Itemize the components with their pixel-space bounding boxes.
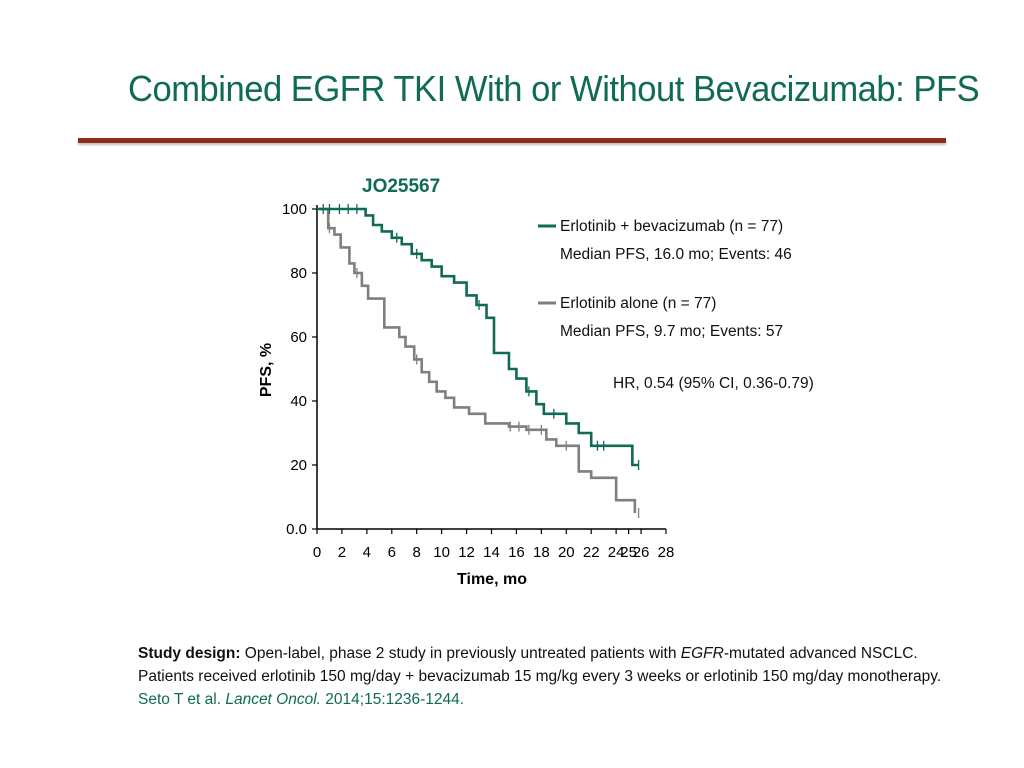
- y-tick-label: 40: [290, 393, 307, 410]
- y-tick-label: 60: [290, 329, 307, 346]
- x-tick-label: 28: [658, 544, 675, 561]
- study-design-egfr: EGFR: [680, 645, 724, 662]
- dosing-line: Patients received erlotinib 150 mg/day +…: [138, 668, 942, 685]
- x-tick-label: 10: [433, 544, 450, 561]
- legend-label-alone: Erlotinib alone (n = 77): [560, 295, 716, 312]
- study-design-text-a: Open-label, phase 2 study in previously …: [240, 645, 681, 662]
- x-tick-label: 8: [413, 544, 421, 561]
- citation: Seto T et al. Lancet Oncol. 2014;15:1236…: [138, 688, 998, 711]
- hazard-ratio-annotation: HR, 0.54 (95% CI, 0.36-0.79): [613, 375, 814, 392]
- x-tick-label: 25: [620, 544, 637, 561]
- slide-title: Combined EGFR TKI With or Without Bevaci…: [128, 68, 980, 109]
- legend-detail-alone: Median PFS, 9.7 mo; Events: 57: [560, 323, 783, 340]
- study-design-label: Study design:: [138, 645, 241, 662]
- y-tick-label: 20: [290, 457, 307, 474]
- x-tick-label: 26: [633, 544, 650, 561]
- citation-rest: 2014;15:1236-1244.: [320, 691, 465, 708]
- citation-authors: Seto T et al.: [138, 691, 226, 708]
- y-tick-label: 80: [290, 265, 307, 282]
- x-tick-label: 0: [313, 544, 321, 561]
- citation-journal: Lancet Oncol.: [225, 691, 321, 708]
- series-layer: [317, 204, 640, 518]
- x-tick-label: 2: [338, 544, 346, 561]
- study-design-text-b: -mutated advanced NSCLC.: [723, 645, 918, 662]
- title-divider: [78, 138, 946, 143]
- study-design-line: Study design: Open-label, phase 2 study …: [138, 642, 998, 665]
- legend: Erlotinib + bevacizumab (n = 77) Median …: [538, 218, 792, 340]
- x-tick-label: 20: [558, 544, 575, 561]
- series-line-combo: [317, 207, 639, 467]
- x-tick-label: 18: [533, 544, 550, 561]
- x-tick-label: 12: [458, 544, 475, 561]
- x-axis-label: Time, mo: [457, 571, 527, 588]
- y-tick-label: 0.0: [286, 521, 307, 538]
- study-footnote: Study design: Open-label, phase 2 study …: [138, 642, 998, 711]
- legend-detail-combo: Median PFS, 16.0 mo; Events: 46: [560, 246, 792, 263]
- x-tick-label: 4: [363, 544, 371, 561]
- y-axis-label: PFS, %: [258, 343, 275, 397]
- series-line-alone: [317, 207, 637, 513]
- x-tick-label: 22: [583, 544, 600, 561]
- x-tick-label: 14: [483, 544, 500, 561]
- chart-title: JO25567: [362, 176, 440, 197]
- y-tick-label: 100: [282, 201, 307, 218]
- x-tick-label: 24: [608, 544, 625, 561]
- legend-label-combo: Erlotinib + bevacizumab (n = 77): [560, 218, 783, 235]
- x-tick-label: 6: [388, 544, 396, 561]
- x-tick-label: 16: [508, 544, 525, 561]
